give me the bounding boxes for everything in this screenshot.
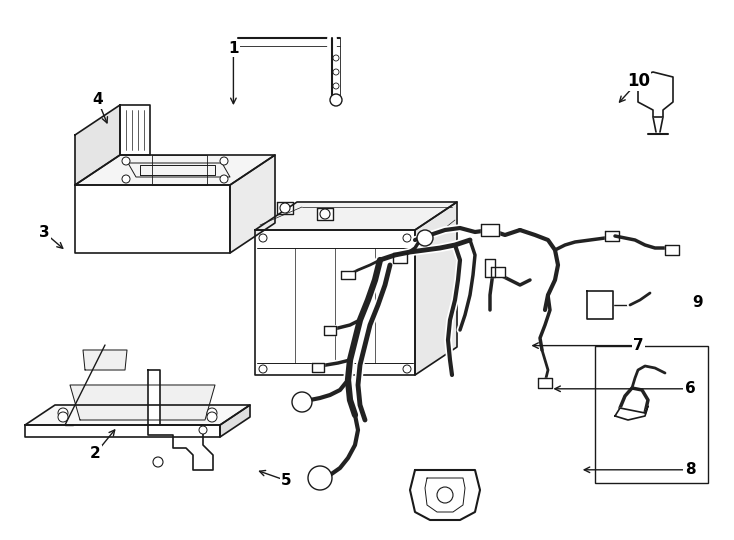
Polygon shape [410,470,480,520]
Text: 10: 10 [627,72,650,90]
Polygon shape [255,202,457,230]
Circle shape [280,203,290,213]
Text: 9: 9 [692,295,702,310]
Bar [595,346,708,483]
Polygon shape [220,405,250,437]
Polygon shape [665,245,679,255]
Polygon shape [425,478,465,512]
Polygon shape [481,224,499,236]
Circle shape [220,157,228,165]
Circle shape [292,392,312,412]
Circle shape [207,412,217,422]
Circle shape [58,408,68,418]
Circle shape [58,412,68,422]
Circle shape [259,234,267,242]
Polygon shape [75,155,275,185]
Polygon shape [75,105,120,185]
Circle shape [259,365,267,373]
Circle shape [199,426,207,434]
Circle shape [403,234,411,242]
Polygon shape [75,185,230,253]
Circle shape [153,457,163,467]
Text: 2: 2 [90,446,101,461]
Polygon shape [148,370,213,470]
Polygon shape [277,202,293,214]
Polygon shape [485,259,495,277]
Text: 8: 8 [685,462,695,477]
Polygon shape [324,326,336,334]
Polygon shape [317,208,333,220]
Polygon shape [83,350,127,370]
Circle shape [333,83,339,89]
Circle shape [333,55,339,61]
Circle shape [403,365,411,373]
Polygon shape [70,385,215,420]
Circle shape [652,81,664,93]
Text: 1: 1 [228,41,239,56]
Polygon shape [615,406,648,420]
Text: 5: 5 [281,473,291,488]
Polygon shape [587,291,613,319]
Circle shape [417,230,433,246]
Circle shape [437,487,453,503]
Polygon shape [393,253,407,263]
Polygon shape [140,165,215,175]
Text: 3: 3 [39,225,49,240]
Polygon shape [538,378,552,388]
Polygon shape [638,72,673,117]
Polygon shape [25,425,220,437]
Polygon shape [341,271,355,279]
Circle shape [320,209,330,219]
Polygon shape [491,267,505,277]
Text: 4: 4 [92,92,103,107]
Polygon shape [25,405,250,425]
Circle shape [122,157,130,165]
Polygon shape [605,231,619,241]
Circle shape [330,94,342,106]
Text: 7: 7 [633,338,644,353]
Polygon shape [230,155,275,253]
Polygon shape [152,155,207,185]
Polygon shape [120,105,150,155]
Polygon shape [128,163,230,177]
Circle shape [308,466,332,490]
Circle shape [220,175,228,183]
Circle shape [122,175,130,183]
Circle shape [333,69,339,75]
Polygon shape [312,362,324,372]
Text: 6: 6 [685,381,695,396]
Polygon shape [415,202,457,375]
Polygon shape [255,230,415,375]
Circle shape [207,408,217,418]
